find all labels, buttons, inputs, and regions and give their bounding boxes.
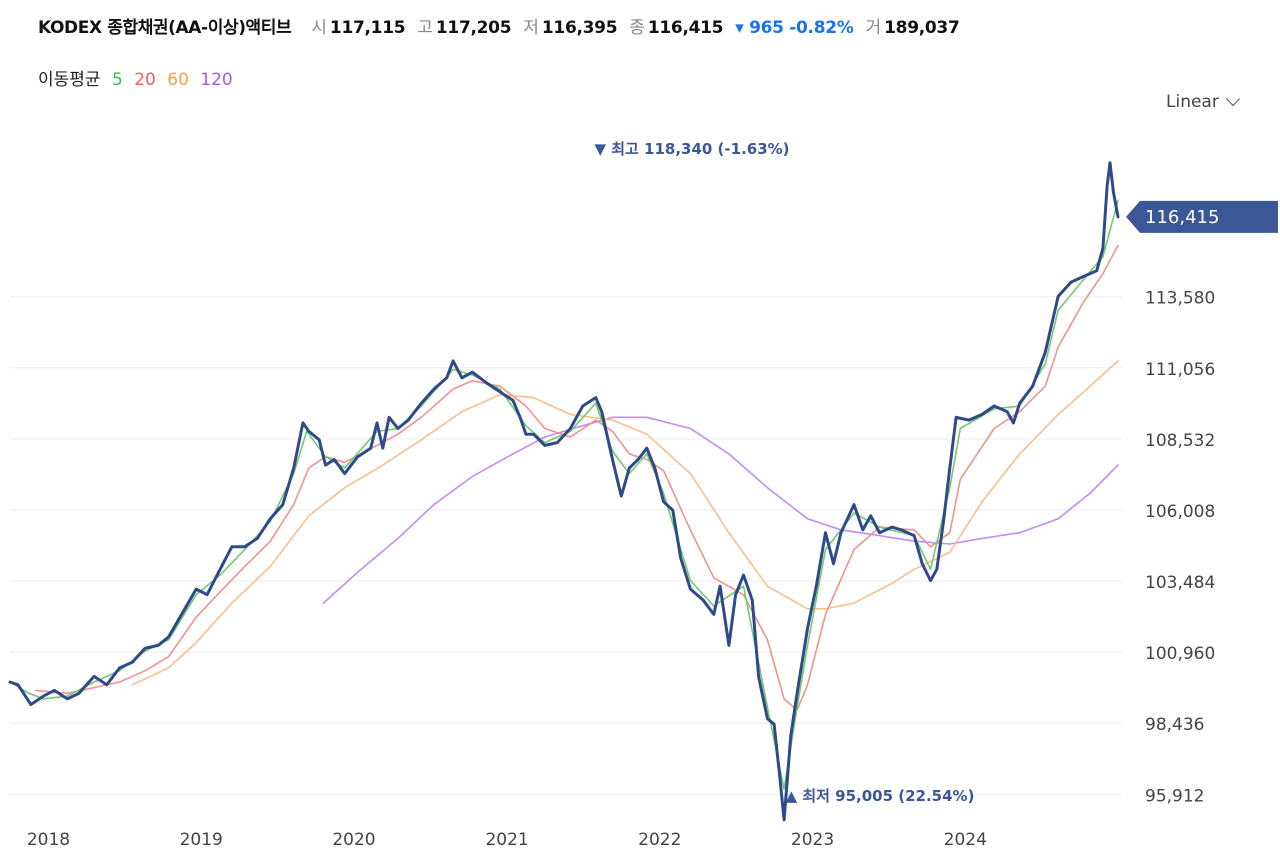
y-tick-label: 106,008 bbox=[1145, 502, 1215, 522]
low-label: 저 bbox=[523, 18, 539, 38]
ma120-legend[interactable]: 120 bbox=[200, 70, 233, 90]
ma20-legend[interactable]: 20 bbox=[134, 70, 156, 90]
moving-average-legend: 이동평균 5 20 60 120 bbox=[38, 65, 239, 90]
last-price-tag bbox=[1126, 200, 1278, 233]
ma5-legend[interactable]: 5 bbox=[111, 70, 123, 90]
y-tick-label: 113,580 bbox=[1145, 289, 1215, 309]
close-value: 116,415 bbox=[647, 18, 724, 38]
ma-legend-label: 이동평균 bbox=[38, 70, 101, 90]
price-line bbox=[8, 161, 1120, 822]
scale-selector[interactable]: Linear bbox=[1166, 91, 1240, 112]
volume-label: 거 bbox=[865, 18, 882, 38]
high-value: 117,205 bbox=[435, 18, 512, 38]
last-price-label: 116,415 bbox=[1145, 207, 1219, 228]
close-label: 종 bbox=[629, 18, 645, 38]
y-tick-label: 100,960 bbox=[1145, 644, 1215, 664]
x-tick-label: 2023 bbox=[791, 830, 834, 850]
high-label: 고 bbox=[417, 18, 433, 38]
low-annotation: ▲ 최저 95,005 (22.54%) bbox=[786, 787, 975, 805]
open-price: 시 117,115 bbox=[311, 13, 405, 38]
x-tick-label: 2022 bbox=[638, 830, 681, 850]
volume-value: 189,037 bbox=[884, 18, 960, 38]
x-tick-label: 2019 bbox=[180, 830, 223, 850]
scale-selector-label: Linear bbox=[1166, 92, 1219, 112]
ma5-line bbox=[9, 199, 1119, 790]
open-value: 117,115 bbox=[329, 18, 406, 38]
x-tick-label: 2018 bbox=[27, 830, 70, 850]
low-price: 저 116,395 bbox=[523, 13, 617, 38]
high-price: 고 117,205 bbox=[417, 13, 511, 38]
high-annotation: ▼ 최고 118,340 (-1.63%) bbox=[594, 140, 789, 158]
quote-header: KODEX 종합채권(AA-이상)액티브 시 117,115 고 117,205 저… bbox=[38, 13, 972, 41]
product-name: KODEX 종합채권(AA-이상)액티브 bbox=[38, 18, 292, 38]
ma60-legend[interactable]: 60 bbox=[167, 70, 189, 90]
ma20-line bbox=[34, 244, 1119, 711]
open-label: 시 bbox=[311, 18, 327, 38]
x-tick-label: 2020 bbox=[332, 830, 375, 850]
volume: 거 189,037 bbox=[866, 13, 960, 38]
x-tick-label: 2024 bbox=[944, 830, 987, 850]
price-change: ▾ 965 -0.82% bbox=[735, 18, 854, 38]
y-tick-label: 103,484 bbox=[1145, 573, 1215, 593]
ma120-line bbox=[322, 416, 1119, 604]
ma60-line bbox=[131, 360, 1119, 686]
x-tick-label: 2021 bbox=[485, 830, 528, 850]
y-tick-label: 98,436 bbox=[1145, 715, 1204, 735]
y-tick-label: 95,912 bbox=[1145, 786, 1204, 806]
low-value: 116,395 bbox=[541, 18, 618, 38]
y-tick-label: 111,056 bbox=[1145, 360, 1215, 380]
close-price: 종 116,415 bbox=[629, 13, 723, 38]
y-tick-label: 108,532 bbox=[1145, 431, 1215, 451]
